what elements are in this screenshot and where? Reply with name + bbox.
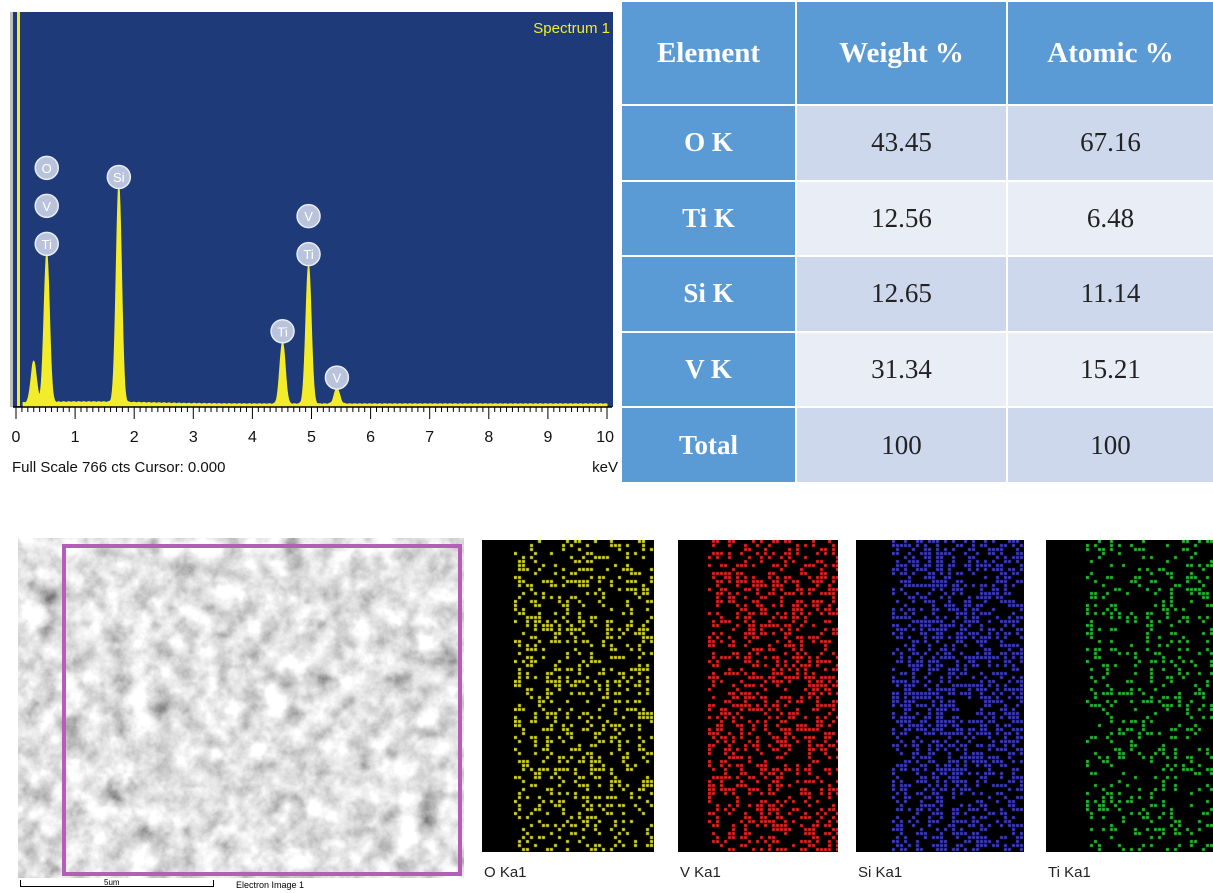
row-element-o: O K [620,104,797,182]
oxygen-map-dots [514,540,654,852]
svg-text:Si: Si [113,170,125,185]
x-tick-label: 8 [484,429,493,446]
titanium-map [1046,540,1213,852]
row-element-ti: Ti K [620,179,797,258]
cell-atomic-si: 11.14 [1006,255,1213,333]
table-row: V K 31.34 15.21 [620,330,1213,409]
cell-atomic-total: 100 [1006,406,1213,484]
peak-label-ti: Ti [296,241,321,267]
composition-table: Element Weight % Atomic % O K 43.45 67.1… [620,0,1213,484]
cell-weight-v: 31.34 [795,330,1008,409]
column-header-atomic: Atomic % [1006,0,1213,106]
column-header-element: Element [620,0,797,106]
vanadium-map [678,540,838,852]
selection-frame [62,544,462,876]
peak-label-o: O [34,155,59,181]
peak-label-v: V [324,365,350,390]
titanium-map-dots [1086,540,1213,852]
cell-atomic-ti: 6.48 [1006,179,1213,258]
vanadium-map-dots [708,540,838,852]
cell-weight-total: 100 [795,406,1008,484]
scale-bar-label: 5um [104,878,120,887]
x-tick-label: 0 [12,429,21,446]
oxygen-map [482,540,654,852]
x-axis-unit: keV [592,459,618,476]
cell-weight-ti: 12.56 [795,179,1008,258]
row-element-v: V K [620,330,797,409]
svg-text:Ti: Ti [303,247,313,262]
x-tick-label: 10 [596,429,614,446]
x-tick-label: 4 [248,429,257,446]
cell-weight-o: 43.45 [795,104,1008,182]
svg-text:V: V [304,209,313,224]
row-element-si: Si K [620,255,797,333]
table-row: Total 100 100 [620,406,1213,484]
vanadium-map-label: V Ka1 [680,864,721,881]
svg-text:V: V [42,199,51,214]
x-tick-label: 9 [543,429,552,446]
table-row: Si K 12.65 11.14 [620,255,1213,333]
row-total: Total [620,406,797,484]
x-tick-label: 3 [189,429,198,446]
status-readout: Full Scale 766 cts Cursor: 0.000 [12,459,225,476]
cell-atomic-o: 67.16 [1006,104,1213,182]
table-row: Ti K 12.56 6.48 [620,179,1213,258]
table-header-row: Element Weight % Atomic % [620,0,1213,106]
zero-peak [17,12,20,406]
peak-label-ti: Ti [34,231,59,257]
spectrum-panel: 0 1 2 3 4 5 6 7 8 9 10 O V Ti Si Ti V Ti V Spectrum 1 Ful… [0,0,620,486]
electron-image-label: Electron Image 1 [236,880,305,890]
spectrum-trace [22,185,608,407]
peak-label-si: Si [106,164,132,190]
svg-text:Ti: Ti [277,324,287,339]
table-row: O K 43.45 67.16 [620,104,1213,182]
silicon-map [856,540,1024,852]
titanium-map-label: Ti Ka1 [1048,864,1091,881]
x-tick-label: 5 [307,429,316,446]
electron-image [18,538,464,878]
svg-text:V: V [333,371,342,386]
svg-text:O: O [42,161,52,176]
peak-label-v: V [296,203,321,229]
spectrum-chart: 0 1 2 3 4 5 6 7 8 9 10 O V Ti Si Ti V Ti V Spectrum 1 Ful… [10,12,618,476]
silicon-map-label: Si Ka1 [858,864,903,881]
x-tick-label: 1 [71,429,80,446]
spectrum-title: Spectrum 1 [533,20,610,37]
left-border [10,12,13,407]
column-header-weight: Weight % [795,0,1008,106]
x-tick-label: 6 [366,429,375,446]
silicon-map-dots [892,540,1024,852]
peak-label-ti: Ti [270,319,295,344]
cell-weight-si: 12.65 [795,255,1008,333]
peak-label-v: V [34,193,59,219]
x-tick-label: 2 [130,429,139,446]
sem-texture [18,538,464,878]
cell-atomic-v: 15.21 [1006,330,1213,409]
scale-bar [20,880,214,887]
oxygen-map-label: O Ka1 [484,864,527,881]
x-tick-label: 7 [425,429,434,446]
svg-text:Ti: Ti [42,237,52,252]
